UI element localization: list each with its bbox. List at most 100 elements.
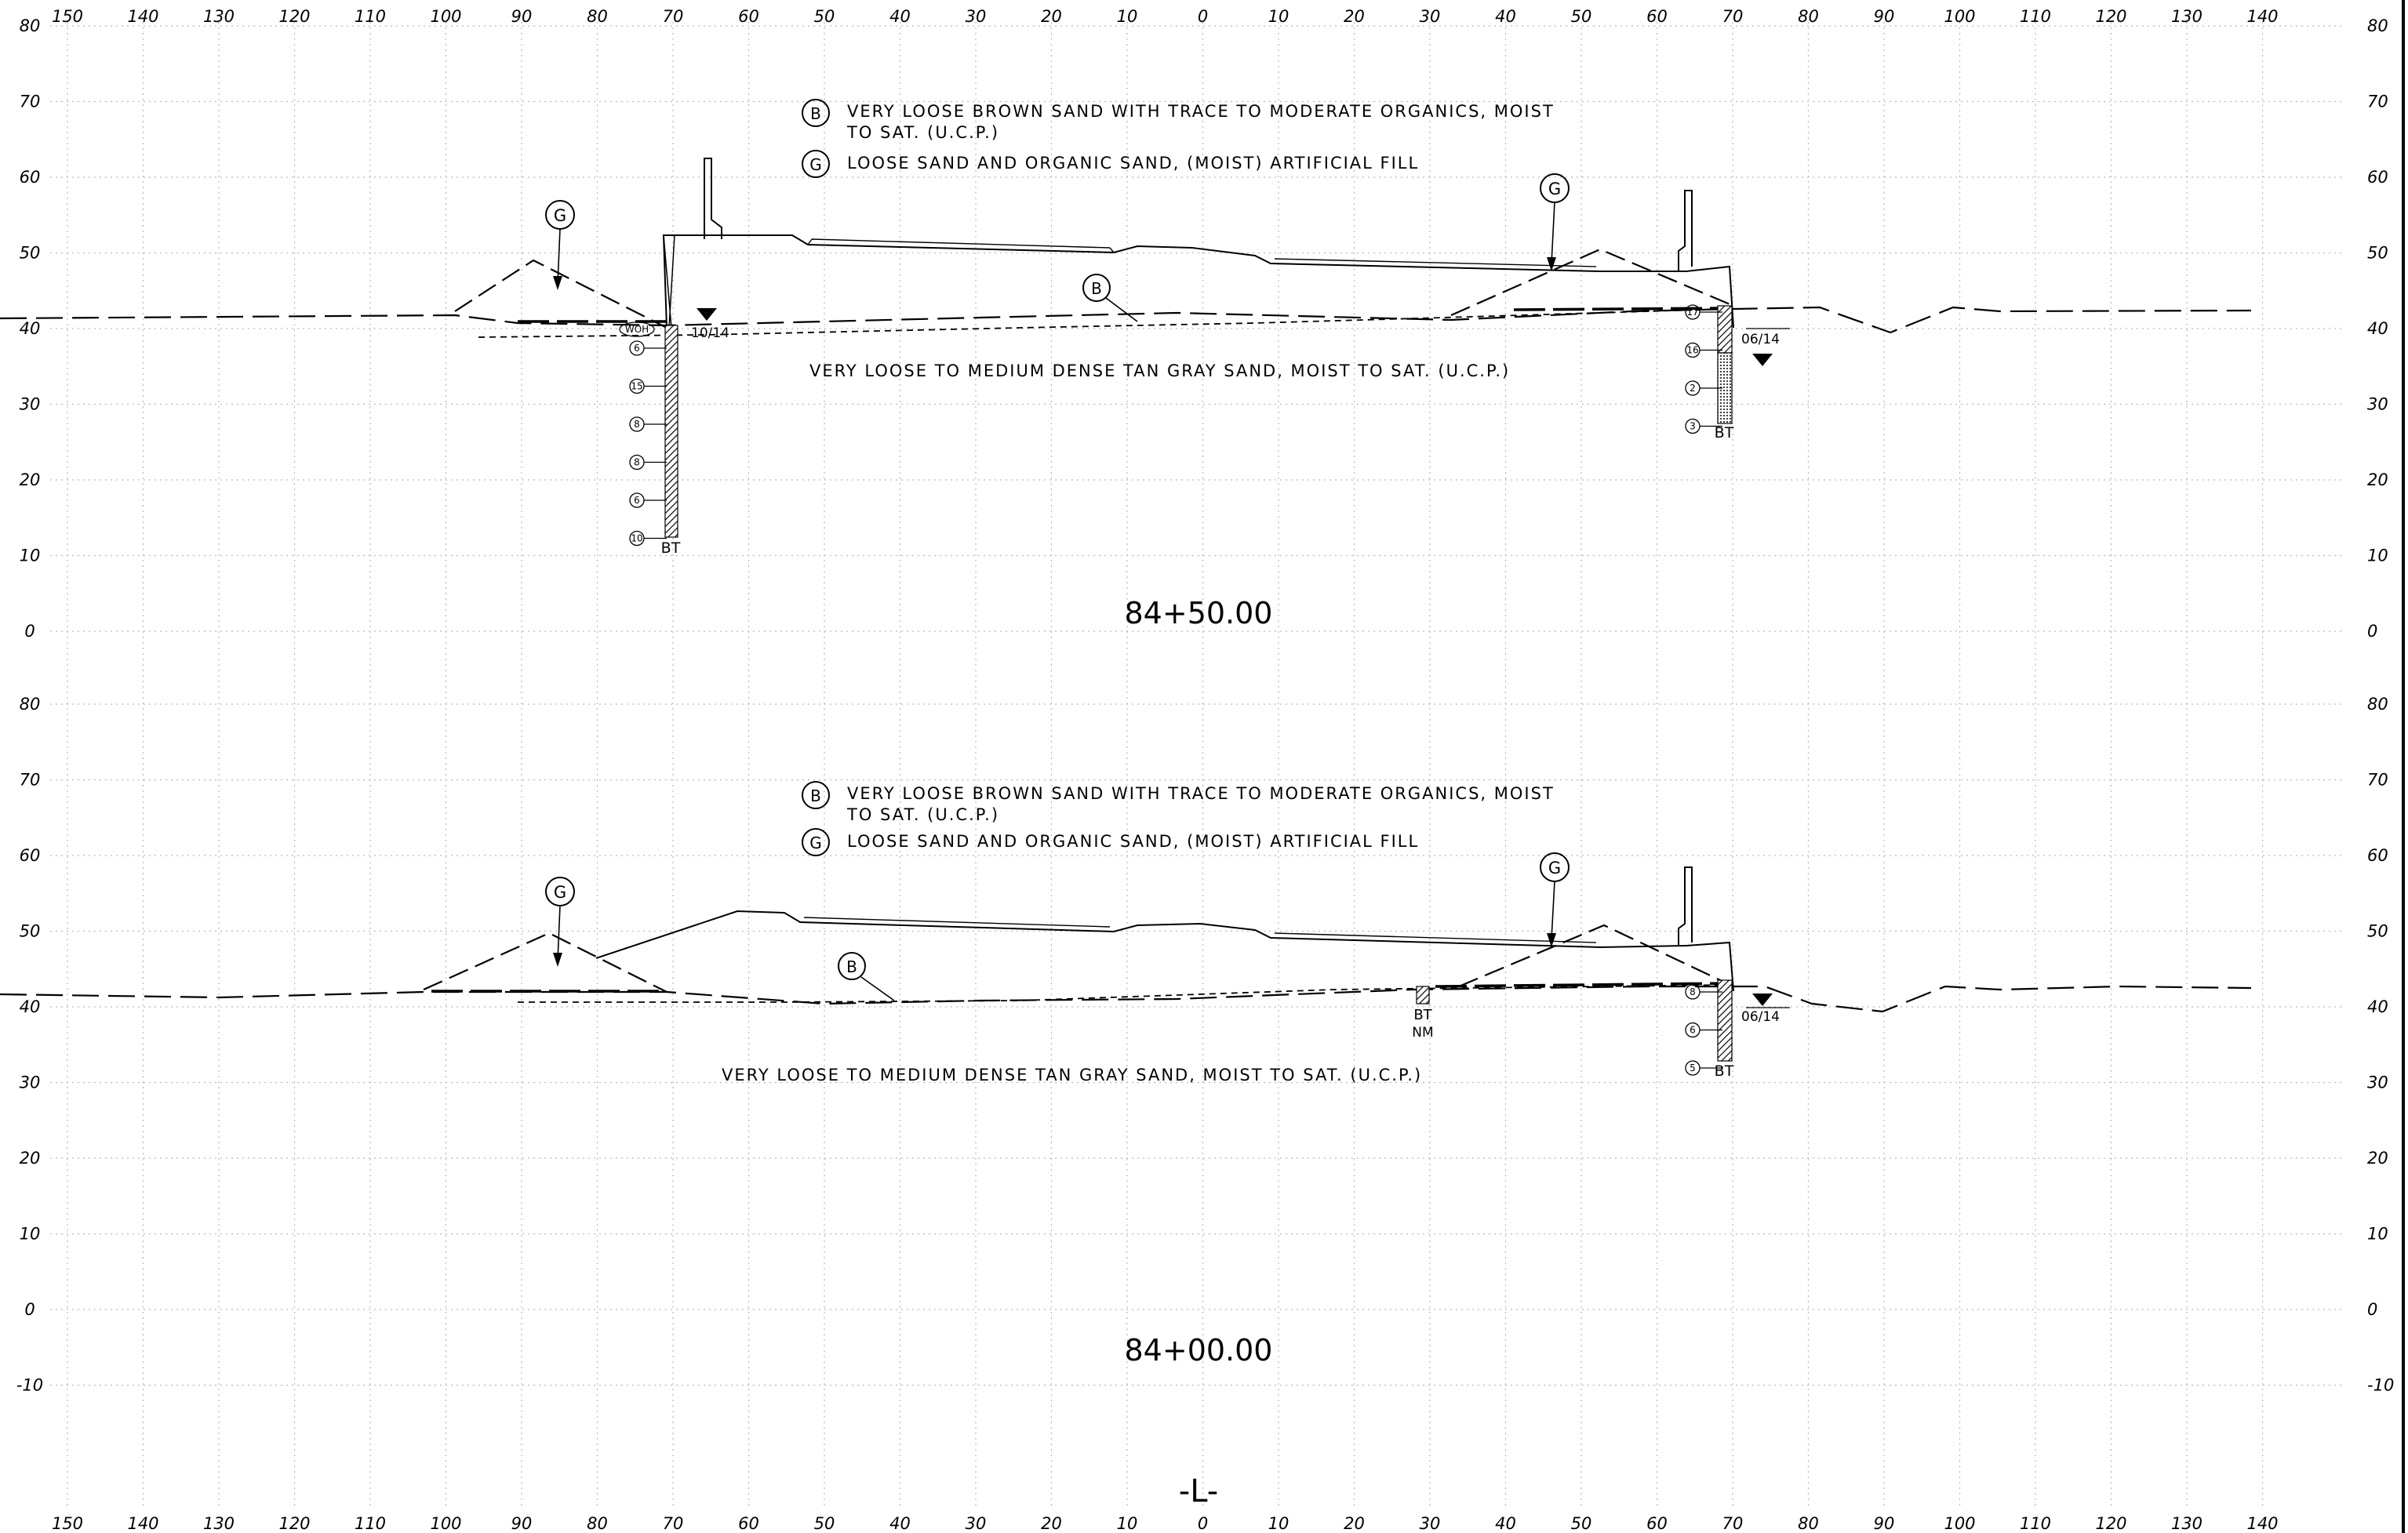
- legend-b-letter: B: [810, 786, 821, 805]
- stratum-boundary: [518, 984, 1726, 1003]
- roadway-template: [662, 234, 1734, 329]
- ruler-label-top: 120: [278, 7, 310, 26]
- ruler-label-bottom: 30: [966, 1514, 987, 1533]
- ruler-label-bottom: 20: [1344, 1514, 1365, 1533]
- elevation-label-left: 80: [20, 695, 41, 714]
- ruler-label-bottom: 100: [1944, 1514, 1975, 1533]
- elevation-label-right: 80: [2367, 695, 2388, 714]
- ruler-label-bottom: 70: [1722, 1514, 1744, 1533]
- ruler-label-top: 150: [52, 7, 83, 26]
- callout-b: B: [1082, 274, 1138, 322]
- blow-count-value: 2: [1690, 383, 1696, 394]
- elevation-label-right: -10: [2367, 1376, 2394, 1395]
- ruler-label-bottom: 40: [889, 1514, 911, 1533]
- roadway-template: [595, 910, 1734, 992]
- fill-mound-outline: [454, 259, 667, 329]
- ruler-label-top: 100: [1944, 7, 1975, 26]
- left-edge-lines: [663, 234, 675, 329]
- boring-right-end: BT: [1715, 424, 1734, 441]
- blow-count-value: 8: [634, 419, 640, 430]
- elevation-label-left: 50: [20, 244, 41, 263]
- ground-surface-heavy: [518, 307, 1726, 323]
- ruler-label-top: 120: [2095, 7, 2126, 26]
- svg-text:06/14: 06/14: [1741, 1009, 1780, 1025]
- legend-b-text-cont: TO SAT. (U.C.P.): [846, 805, 999, 824]
- svg-text:10/14: 10/14: [691, 325, 729, 341]
- fill-mound-right: [1458, 924, 1734, 988]
- elevation-label-left: 80: [20, 16, 41, 35]
- svg-text:BT: BT: [1413, 1007, 1432, 1023]
- ruler-label-top: 50: [814, 7, 835, 26]
- boring-middle: BT NM: [1412, 986, 1434, 1041]
- legend-g-symbol: [802, 828, 830, 856]
- water-table-icon: [697, 308, 717, 321]
- svg-text:B: B: [846, 957, 857, 976]
- water-table-icon-right: [1752, 994, 1773, 1006]
- right-barrier: [1678, 190, 1693, 271]
- pavement-right: [1270, 258, 1601, 272]
- elevation-label-left: 70: [20, 771, 41, 790]
- elevation-label-right: 10: [2367, 547, 2388, 565]
- elevation-label-right: 0: [2367, 622, 2377, 641]
- elevation-label-right: 70: [2367, 93, 2388, 111]
- svg-text:G: G: [554, 883, 566, 902]
- ruler-label-top: 80: [1798, 7, 1819, 26]
- ruler-label-bottom: 30: [1420, 1514, 1441, 1533]
- elevation-label-left: 30: [20, 1073, 41, 1092]
- callout-b: B: [838, 952, 895, 1001]
- right-barrier: [1678, 866, 1693, 946]
- elevation-label-right: 30: [2367, 1073, 2388, 1092]
- callout-g-right: G: [1540, 852, 1570, 947]
- water-table-icon-right: [1752, 354, 1773, 366]
- elevation-label-right: 50: [2367, 922, 2388, 941]
- ruler-label-top: 0: [1198, 7, 1208, 26]
- ruler-label-bottom: 130: [203, 1514, 235, 1533]
- ruler-label-bottom: 60: [738, 1514, 759, 1533]
- blow-count-value: 8: [634, 457, 640, 468]
- ruler-label-top: 140: [127, 7, 158, 26]
- ruler-label-top: 20: [1041, 7, 1062, 26]
- boring-right: 8 6 5 BT 06/14: [1685, 979, 1790, 1080]
- svg-text:06/14: 06/14: [1741, 332, 1780, 347]
- pavement-right: [1270, 932, 1601, 948]
- legend-b-letter: B: [810, 104, 821, 123]
- blow-count-value: 3: [1690, 421, 1696, 432]
- ruler-label-bottom: 50: [1571, 1514, 1592, 1533]
- ruler-label-top: 40: [889, 7, 911, 26]
- elevation-label-right: 20: [2367, 1149, 2388, 1168]
- existing-ground-line: [0, 306, 2252, 334]
- elevation-label-left: 50: [20, 922, 41, 941]
- rulers: 1501501401401301301201201101101001009090…: [16, 7, 2394, 1533]
- ruler-label-bottom: 140: [127, 1514, 158, 1533]
- elevation-label-left: 0: [24, 622, 35, 641]
- ruler-label-bottom: 110: [2020, 1514, 2051, 1533]
- ruler-label-top: 130: [2171, 7, 2202, 26]
- ruler-label-top: 90: [511, 7, 533, 26]
- svg-text:WOH: WOH: [625, 324, 649, 335]
- ruler-label-bottom: 50: [814, 1514, 835, 1533]
- ruler-label-bottom: 90: [511, 1514, 533, 1533]
- elevation-label-right: 0: [2367, 1300, 2377, 1319]
- elevation-label-right: 40: [2367, 997, 2388, 1016]
- pavement-left: [807, 238, 1115, 253]
- elevation-label-right: 50: [2367, 244, 2388, 263]
- elevation-label-right: 60: [2367, 846, 2388, 865]
- svg-text:B: B: [1091, 279, 1102, 298]
- ruler-label-bottom: 0: [1198, 1514, 1208, 1533]
- ruler-label-top: 110: [355, 7, 386, 26]
- ruler-label-top: 110: [2020, 7, 2051, 26]
- elevation-label-left: 60: [20, 168, 41, 187]
- ruler-label-bottom: 70: [663, 1514, 684, 1533]
- legend-b-text-cont: TO SAT. (U.C.P.): [846, 123, 999, 142]
- blow-count-value: 16: [1686, 345, 1698, 356]
- boring-right-end: BT: [1715, 1063, 1734, 1080]
- ruler-label-bottom: 110: [355, 1514, 386, 1533]
- ruler-label-top: 100: [430, 7, 461, 26]
- elevation-label-right: 80: [2367, 16, 2388, 35]
- boring-right: 17 16 2 3 BT 06/14: [1685, 304, 1790, 441]
- blow-count-value: 5: [1690, 1063, 1696, 1073]
- elevation-label-right: 30: [2367, 395, 2388, 414]
- elevation-label-right: 10: [2367, 1225, 2388, 1244]
- elevation-label-left: 70: [20, 93, 41, 111]
- ruler-label-top: 20: [1344, 7, 1365, 26]
